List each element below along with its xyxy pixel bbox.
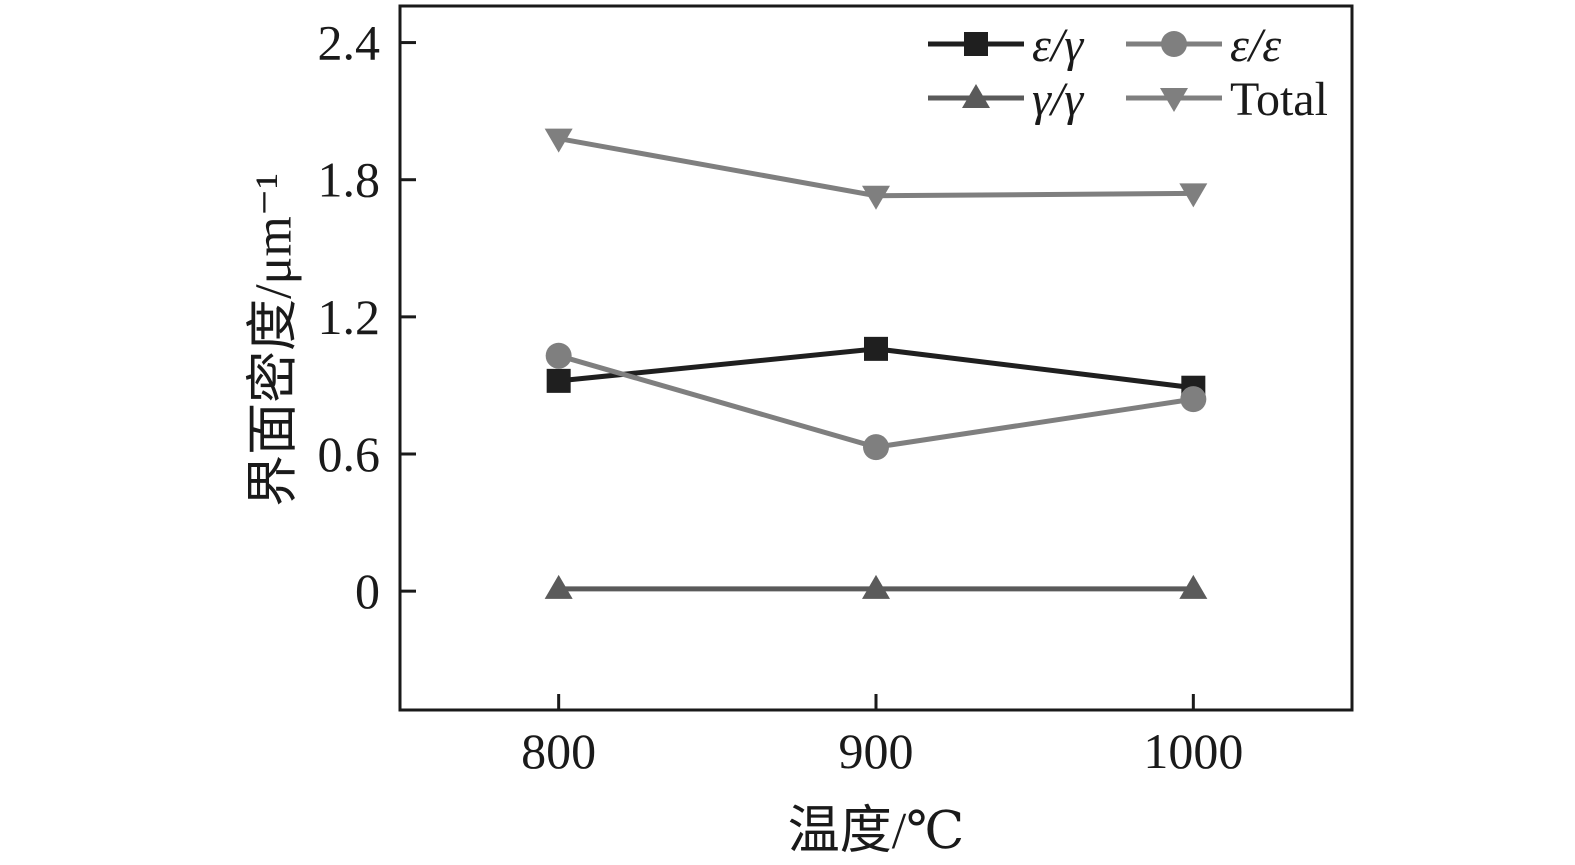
y-tick-label: 1.8 — [318, 152, 381, 208]
x-tick-label: 800 — [521, 723, 596, 779]
series-epsilon-gamma — [546, 336, 1206, 400]
x-tick-label: 1000 — [1143, 723, 1243, 779]
y-tick-label: 1.2 — [318, 289, 381, 345]
triangle-up-marker-icon — [862, 574, 890, 599]
series-epsilon-epsilon — [545, 342, 1207, 461]
triangle-down-marker-icon — [1160, 88, 1188, 112]
triangle-down-marker-icon — [862, 185, 890, 210]
series-gamma-gamma — [544, 574, 1208, 599]
circle-marker-icon — [1161, 31, 1187, 57]
triangle-up-marker-icon — [544, 574, 573, 599]
legend-item-epsilon-gamma: ε/γ — [928, 19, 1084, 72]
legend: ε/γ ε/ε γ/γ Total — [928, 19, 1328, 126]
legend-label-epsilon-gamma: ε/γ — [1032, 19, 1084, 72]
circle-marker-icon — [545, 342, 572, 369]
legend-label-gamma-gamma: γ/γ — [1032, 73, 1084, 126]
x-tick-label: 900 — [839, 723, 914, 779]
legend-label-total: Total — [1230, 73, 1328, 126]
y-tick-label: 2.4 — [318, 15, 381, 71]
legend-label-epsilon-epsilon: ε/ε — [1230, 19, 1281, 72]
square-marker-icon — [964, 32, 988, 56]
circle-marker-icon — [863, 434, 889, 461]
triangle-up-marker-icon — [962, 84, 990, 108]
legend-item-epsilon-epsilon: ε/ε — [1126, 19, 1281, 72]
y-tick-label: 0.6 — [318, 426, 381, 482]
triangle-up-marker-icon — [1179, 574, 1208, 599]
legend-item-total: Total — [1126, 73, 1328, 126]
square-marker-icon — [546, 368, 571, 393]
triangle-down-marker-icon — [1179, 183, 1208, 208]
series-total — [544, 128, 1208, 210]
x-axis-label: 温度/℃ — [787, 803, 965, 860]
legend-item-gamma-gamma: γ/γ — [928, 73, 1084, 126]
triangle-down-marker-icon — [544, 128, 573, 153]
circle-marker-icon — [1180, 386, 1207, 413]
y-tick-label: 0 — [355, 563, 380, 619]
y-axis-label: 界面密度/μm⁻¹ — [245, 173, 303, 507]
square-marker-icon — [864, 336, 888, 361]
